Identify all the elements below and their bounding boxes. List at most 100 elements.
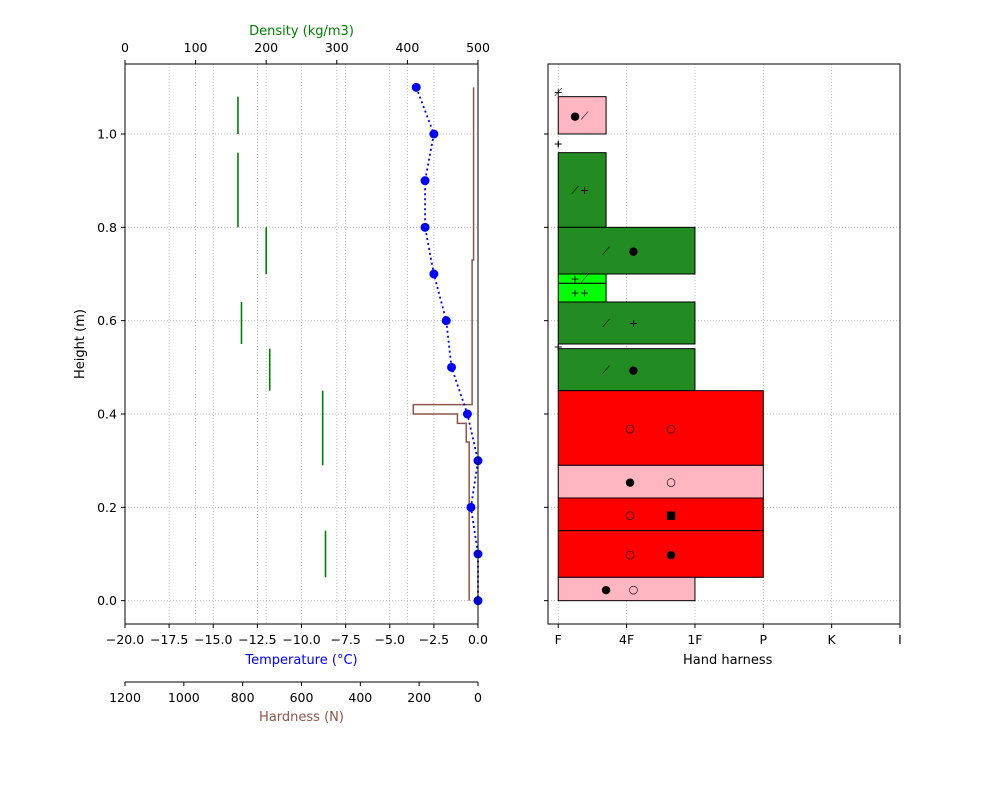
grain-symbol: + bbox=[580, 184, 589, 197]
temperature-tick-label: −17.5 bbox=[150, 632, 188, 647]
hardness-line bbox=[412, 87, 475, 601]
snow-layer bbox=[557, 301, 696, 345]
temperature-series bbox=[411, 82, 483, 606]
density-tick-label: 0 bbox=[121, 40, 129, 55]
temperature-point bbox=[429, 269, 439, 279]
grain-symbol: + bbox=[554, 137, 563, 150]
snow-layers: +⟋● ⟋++⟋ +⟋ ●+ ⟋+ +⟋ +++⟋ ●○ ○● ○○ ■○ ●● ○ bbox=[554, 86, 764, 602]
hand-hardness-tick-label: F bbox=[555, 632, 562, 647]
grain-symbol: + bbox=[570, 287, 579, 300]
grain-symbol: ● bbox=[625, 476, 635, 489]
temperature-point bbox=[420, 222, 430, 232]
grain-symbol: + bbox=[554, 340, 563, 353]
grain-symbol: ⟋ bbox=[602, 317, 610, 330]
hardness-tick-label: 600 bbox=[290, 690, 314, 705]
temperature-tick-label: −2.5 bbox=[419, 632, 449, 647]
grain-symbol: + bbox=[580, 287, 589, 300]
temperature-point bbox=[466, 502, 476, 512]
temperature-point bbox=[441, 316, 451, 326]
snow-layer bbox=[557, 390, 764, 466]
hardness-tick-label: 800 bbox=[231, 690, 255, 705]
grain-symbol: + bbox=[554, 137, 563, 150]
grain-symbol: + bbox=[554, 86, 563, 99]
height-tick-label: 0.6 bbox=[97, 313, 117, 328]
snow-layer bbox=[557, 464, 764, 499]
grain-symbol: ○ bbox=[666, 422, 676, 435]
density-tick-label: 500 bbox=[466, 40, 490, 55]
grain-symbol: ⟋ bbox=[581, 273, 589, 286]
hardness-axis: 1200 1000 800 600 400 200 0 bbox=[109, 681, 482, 705]
hand-hardness-tick-label: 1F bbox=[687, 632, 702, 647]
temperature-tick-label: −15.0 bbox=[194, 632, 232, 647]
hand-hardness-height-ticks bbox=[544, 133, 548, 602]
height-tick-label: 0.8 bbox=[97, 220, 117, 235]
hardness-axis-label: Hardness (N) bbox=[259, 710, 344, 725]
snow-layer bbox=[557, 96, 607, 135]
density-series bbox=[237, 96, 327, 578]
temperature-tick-label: −12.5 bbox=[238, 632, 276, 647]
profile-panel: 0.00.20.40.60.81.0 −20.0 −17.5 −15.0 −12.5−… bbox=[73, 24, 490, 725]
grain-symbol: ● bbox=[629, 245, 639, 258]
hand-hardness-tick-label: K bbox=[828, 632, 837, 647]
temperature-point bbox=[411, 82, 421, 92]
height-axis: 0.0 0.2 0.4 0.6 0.8 1.0 bbox=[97, 127, 125, 608]
hand-hardness-axis: F 4F 1F P K I bbox=[555, 624, 902, 647]
height-tick-label: 0.4 bbox=[97, 407, 117, 422]
snow-layer bbox=[557, 497, 764, 532]
hardness-series bbox=[412, 87, 475, 601]
density-tick-label: 100 bbox=[184, 40, 208, 55]
temperature-tick-label: −5.0 bbox=[375, 632, 405, 647]
height-axis-label: Height (m) bbox=[73, 309, 88, 379]
grain-symbol: ○ bbox=[625, 422, 635, 435]
height-tick-label: 0.0 bbox=[97, 593, 117, 608]
grain-symbol: ● bbox=[629, 364, 639, 377]
temperature-tick-label: −10.0 bbox=[282, 632, 320, 647]
temperature-tick-label: 0.0 bbox=[468, 632, 488, 647]
grain-symbol: ○ bbox=[625, 548, 635, 561]
grain-symbol: + bbox=[554, 340, 563, 353]
grain-symbol: ⟋ bbox=[571, 184, 579, 197]
density-tick-label: 200 bbox=[254, 40, 278, 55]
grain-symbol: ○ bbox=[666, 476, 676, 489]
grain-symbol: + bbox=[570, 273, 579, 286]
snow-layer bbox=[557, 530, 764, 578]
hardness-tick-label: 1000 bbox=[168, 690, 200, 705]
density-tick-label: 300 bbox=[325, 40, 349, 55]
grain-symbol: ⟋ bbox=[602, 245, 610, 258]
hardness-tick-label: 400 bbox=[348, 690, 372, 705]
hand-hardness-axis-label: Hand harness bbox=[683, 653, 773, 668]
temperature-axis-label: Temperature (°C) bbox=[244, 653, 357, 668]
grain-symbol: ■ bbox=[666, 508, 676, 521]
grain-symbol: ⟋ bbox=[602, 364, 610, 377]
snow-layer bbox=[557, 576, 696, 602]
temperature-axis: −20.0 −17.5 −15.0 −12.5 −10.0 −7.5 −5.0 −2.5 0.0 bbox=[106, 624, 488, 647]
hand-hardness-panel: +⟋● ⟋++⟋ +⟋ ●+ ⟋+ +⟋ +++⟋ ●○ ○● ○○ ■○ ●● ○ F 4F 1F P K I … bbox=[544, 63, 902, 668]
grain-symbol: ● bbox=[666, 548, 676, 561]
grain-symbol: + bbox=[629, 317, 638, 330]
snow-layer bbox=[557, 348, 696, 392]
hand-hardness-plot-frame bbox=[547, 63, 901, 625]
temperature-tick-label: −20.0 bbox=[106, 632, 144, 647]
height-tick-label: 0.2 bbox=[97, 500, 117, 515]
hand-hardness-tick-label: I bbox=[898, 632, 902, 647]
temperature-point bbox=[462, 409, 472, 419]
density-tick-label: 400 bbox=[395, 40, 419, 55]
temperature-point bbox=[447, 362, 457, 372]
snow-layer bbox=[557, 152, 607, 228]
snow-layer bbox=[557, 226, 696, 275]
density-axis-label: Density (kg/m3) bbox=[249, 24, 354, 39]
hardness-tick-label: 1200 bbox=[109, 690, 141, 705]
grain-symbol: ⟋ bbox=[581, 109, 589, 122]
hardness-tick-label: 200 bbox=[407, 690, 431, 705]
grain-symbol: ● bbox=[570, 109, 580, 122]
hardness-tick-label: 0 bbox=[474, 690, 482, 705]
temperature-point bbox=[429, 129, 439, 139]
temperature-tick-label: −7.5 bbox=[330, 632, 360, 647]
temperature-point bbox=[420, 176, 430, 186]
grain-symbol: ⟋ bbox=[554, 86, 562, 99]
grain-symbol: ○ bbox=[625, 508, 635, 521]
grain-symbol: ○ bbox=[629, 583, 639, 596]
density-axis: 0 100 200 300 400 500 bbox=[121, 40, 490, 64]
